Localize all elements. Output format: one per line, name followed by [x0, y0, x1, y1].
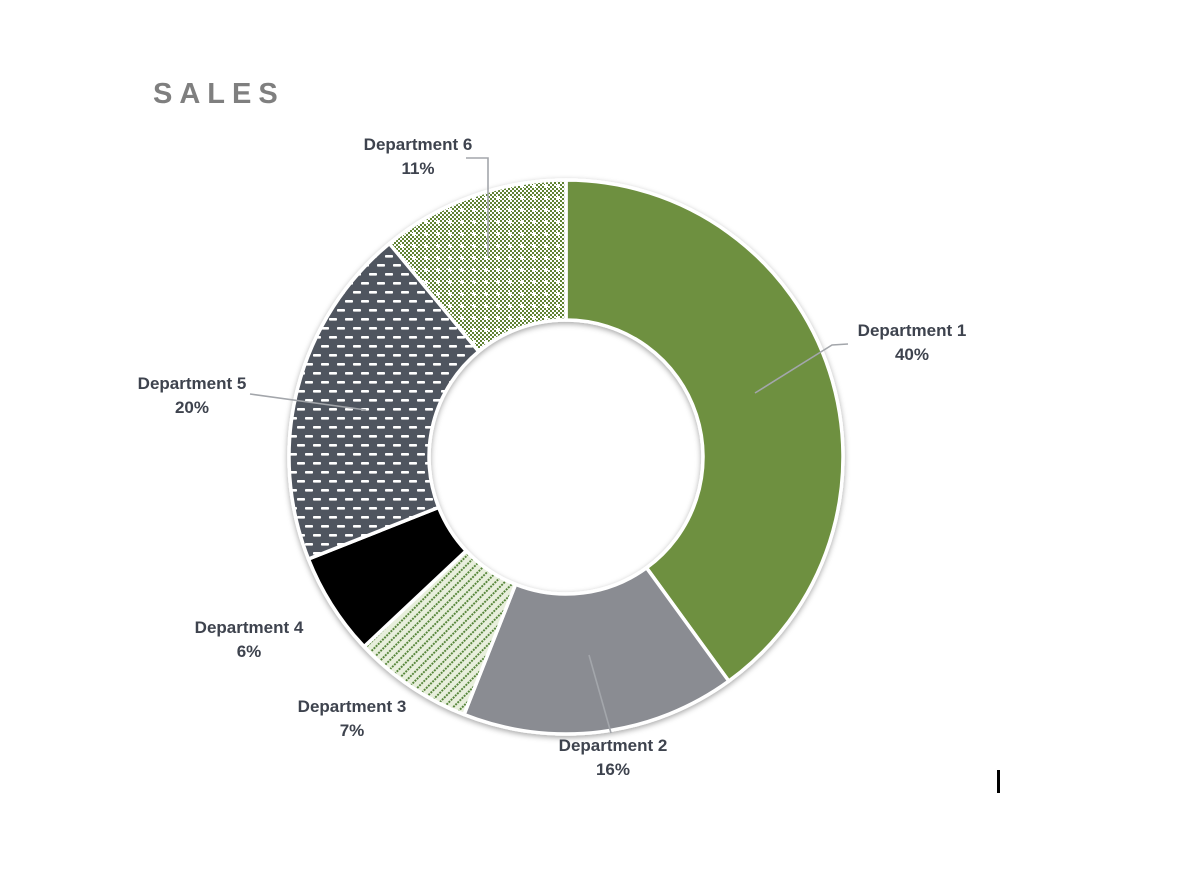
data-label-department-6: Department 6 11%	[364, 133, 473, 181]
data-label-department-5: Department 5 20%	[138, 372, 247, 420]
data-label-percent: 40%	[894, 345, 930, 364]
data-label-category: Department 5	[137, 374, 247, 393]
donut-slice-department-6[interactable]	[387, 178, 568, 354]
data-label-category: Department 1	[857, 321, 967, 340]
data-label-category: Department 4	[194, 618, 304, 637]
data-label-department-1: Department 1 40%	[858, 319, 967, 367]
donut-slice-department-5[interactable]	[287, 241, 481, 561]
data-label-department-4: Department 4 6%	[195, 616, 304, 664]
data-label-category: Department 6	[363, 135, 473, 154]
data-label-percent: 7%	[339, 721, 365, 740]
leader-line-department-5	[249, 393, 367, 411]
data-label-percent: 20%	[174, 398, 210, 417]
data-label-category: Department 3	[297, 697, 407, 716]
leader-line-department-6	[466, 157, 489, 256]
text-cursor	[997, 770, 1000, 793]
leader-line-department-1	[754, 343, 849, 394]
data-label-percent: 11%	[401, 159, 435, 178]
leader-line-department-2	[588, 654, 612, 734]
donut-slice-department-1[interactable]	[564, 178, 845, 683]
data-label-department-2: Department 2 16%	[559, 734, 668, 782]
data-label-percent: 16%	[595, 760, 631, 779]
data-label-percent: 6%	[236, 642, 262, 661]
chart-title: SALES	[153, 78, 285, 110]
data-label-department-3: Department 3 7%	[298, 695, 407, 743]
data-label-category: Department 2	[558, 736, 668, 755]
donut-slice-department-2[interactable]	[462, 566, 731, 736]
